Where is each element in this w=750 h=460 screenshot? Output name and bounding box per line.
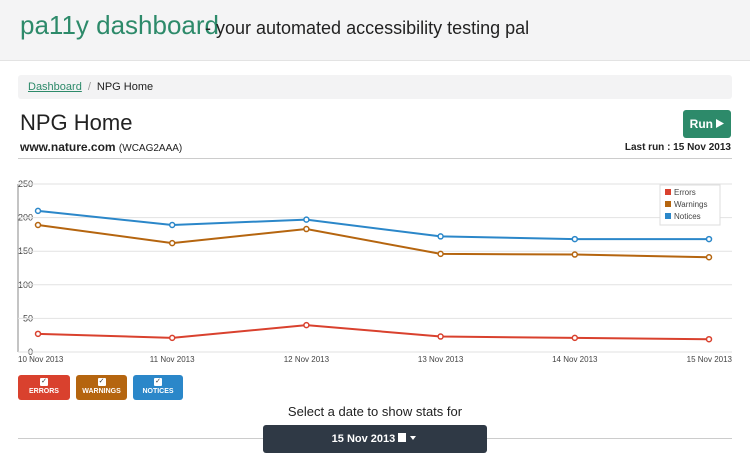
tagline: - your automated accessibility testing p… [205, 18, 530, 38]
data-point [705, 235, 713, 243]
header [0, 0, 750, 61]
data-point [571, 235, 579, 243]
toggle-warnings[interactable]: ✓ WARNINGS [76, 375, 127, 400]
series-line [37, 209, 709, 241]
data-point [168, 221, 176, 229]
run-label: Run [689, 117, 713, 131]
x-tick-label: 13 Nov 2013 [418, 355, 464, 364]
data-point [34, 207, 42, 215]
legend-label: Warnings [674, 200, 708, 209]
data-point [34, 221, 42, 229]
data-point [705, 253, 713, 261]
toggle-label: WARNINGS [82, 388, 121, 395]
x-tick-label: 12 Nov 2013 [284, 355, 330, 364]
data-point [168, 239, 176, 247]
data-point [705, 335, 713, 343]
data-point [571, 334, 579, 342]
data-point [303, 321, 310, 329]
data-point [437, 250, 444, 258]
toggle-notices[interactable]: ✓ NOTICES [133, 375, 183, 400]
app-title: pa11y dashboard [20, 10, 220, 40]
url-line: www.nature.com (WCAG2AAA) [20, 140, 182, 154]
date-prompt: Select a date to show stats for [287, 404, 463, 419]
legend-swatch [665, 189, 671, 195]
x-tick-label: 11 Nov 2013 [150, 355, 195, 364]
legend-label: Errors [674, 188, 696, 197]
url: www.nature.com [20, 140, 116, 154]
toggle-label: ERRORS [29, 388, 59, 395]
divider [18, 158, 732, 159]
legend-swatch [665, 201, 671, 207]
x-tick-label: 14 Nov 2013 [552, 355, 598, 364]
date-label: 15 Nov 2013 [331, 433, 396, 445]
calendar-caret-icon [398, 433, 417, 442]
last-run: Last run : 15 Nov 2013 [624, 142, 731, 153]
breadcrumb: Dashboard / NPG Home [18, 75, 732, 99]
x-tick-label: 10 Nov 2013 [18, 355, 64, 364]
data-point [303, 225, 310, 233]
data-point [34, 330, 42, 338]
run-button[interactable]: Run [683, 110, 731, 138]
breadcrumb-link[interactable]: Dashboard [28, 81, 82, 93]
series-line [37, 324, 710, 341]
toggle-label: NOTICES [142, 388, 174, 395]
data-point [571, 251, 579, 258]
data-point [168, 334, 176, 342]
data-point [303, 216, 310, 223]
data-point [437, 233, 444, 240]
standard: (WCAG2AAA) [118, 143, 183, 154]
date-select[interactable]: 15 Nov 2013 [263, 425, 487, 453]
legend-label: Notices [674, 212, 701, 221]
x-tick-label: 15 Nov 2013 [687, 355, 733, 364]
series-line [37, 224, 710, 259]
data-point [437, 333, 444, 340]
page-title: NPG Home [20, 110, 133, 135]
separator: / [87, 81, 91, 93]
breadcrumb-current: NPG Home [96, 81, 154, 93]
legend-swatch [665, 213, 671, 219]
toggle-errors[interactable]: ✓ ERRORS [18, 375, 70, 400]
play-icon [716, 119, 725, 128]
